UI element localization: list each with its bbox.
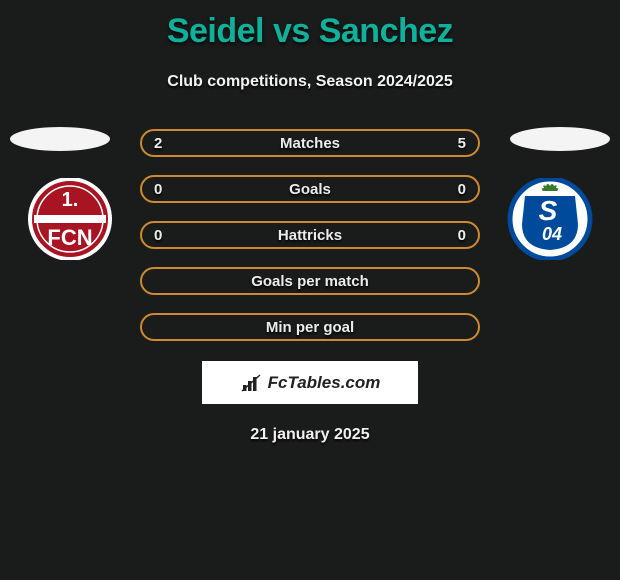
stat-left-value: 0 xyxy=(154,227,162,244)
stat-row-gpm: Goals per match xyxy=(140,267,480,295)
stat-label: Min per goal xyxy=(142,319,478,336)
schalke-badge: S 04 xyxy=(500,178,600,260)
fctables-brand: FcTables.com xyxy=(202,361,418,404)
svg-text:1.: 1. xyxy=(62,189,79,211)
stat-right-value: 0 xyxy=(458,181,466,198)
player-left-oval xyxy=(10,127,110,151)
date-text: 21 january 2025 xyxy=(250,426,369,444)
fctables-text: FcTables.com xyxy=(268,373,381,393)
stat-label: Matches xyxy=(142,135,478,152)
stat-label: Goals xyxy=(142,181,478,198)
stat-row-mpg: Min per goal xyxy=(140,313,480,341)
stat-left-value: 0 xyxy=(154,181,162,198)
svg-text:04: 04 xyxy=(542,224,562,244)
stat-row-hattricks: 0 Hattricks 0 xyxy=(140,221,480,249)
stat-row-matches: 2 Matches 5 xyxy=(140,129,480,157)
stat-left-value: 2 xyxy=(154,135,162,152)
stat-right-value: 0 xyxy=(458,227,466,244)
stat-right-value: 5 xyxy=(458,135,466,152)
season-subtitle: Club competitions, Season 2024/2025 xyxy=(167,73,452,91)
svg-text:S: S xyxy=(539,195,558,226)
page-title: Seidel vs Sanchez xyxy=(167,12,453,51)
fcn-badge: 1. FCN xyxy=(20,178,120,260)
stats-container: 2 Matches 5 0 Goals 0 0 Hattricks 0 Goal… xyxy=(140,129,480,341)
stat-row-goals: 0 Goals 0 xyxy=(140,175,480,203)
player-right-oval xyxy=(510,127,610,151)
svg-text:FCN: FCN xyxy=(47,225,92,250)
stat-label: Hattricks xyxy=(142,227,478,244)
bar-chart-icon xyxy=(240,373,262,393)
stat-label: Goals per match xyxy=(142,273,478,290)
